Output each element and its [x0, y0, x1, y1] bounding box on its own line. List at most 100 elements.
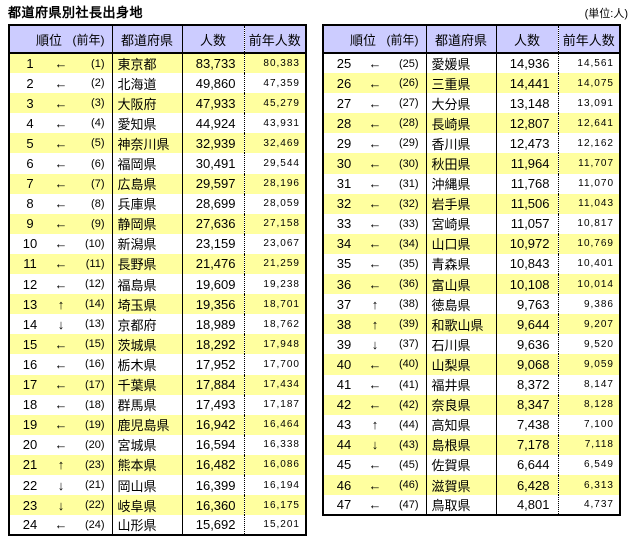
prefecture-name: 兵庫県 — [111, 193, 182, 214]
rank-change-arrow-icon: ← — [54, 216, 68, 232]
col-header-prev-count: 前年人数 — [243, 25, 306, 54]
rank-change-arrow-icon: ↑ — [57, 296, 65, 312]
table-row: 1 ← (1) 東京都 83,733 80,383 — [9, 53, 306, 74]
table-row: 26 ← (26) 三重県 14,441 14,075 — [323, 73, 620, 94]
rank-value: 45 — [336, 457, 352, 473]
prefecture-name: 沖縄県 — [425, 173, 496, 194]
previous-rank: (46) — [398, 479, 419, 492]
prefecture-name: 島根県 — [425, 434, 496, 455]
president-count: 9,763 — [495, 294, 558, 315]
previous-year-count: 43,931 — [243, 113, 306, 134]
rank-cell: 41 ← (41) — [323, 375, 426, 395]
rank-change-arrow-icon: ← — [368, 56, 382, 72]
rank-cell: 47 ← (47) — [323, 495, 426, 515]
rank-cell: 45 ← (45) — [323, 455, 426, 475]
rank-cell: 28 ← (28) — [323, 113, 426, 133]
rank-value: 6 — [26, 156, 34, 172]
prefecture-name: 福井県 — [425, 374, 496, 395]
previous-year-count: 10,401 — [557, 253, 620, 275]
prefecture-name: 高知県 — [425, 414, 496, 435]
prefecture-name: 宮崎県 — [425, 213, 496, 234]
president-count: 7,438 — [495, 414, 558, 435]
previous-year-count: 16,464 — [243, 414, 306, 435]
previous-rank: (35) — [398, 257, 419, 270]
president-count: 16,594 — [181, 434, 244, 455]
table-row: 4 ← (4) 愛知県 44,924 43,931 — [9, 113, 306, 134]
rank-value: 28 — [336, 115, 352, 131]
rank-cell: 25 ← (25) — [323, 53, 426, 73]
rank-change-arrow-icon: ← — [54, 75, 68, 91]
top-bar: 都道府県別社長出身地 (単位:人) — [8, 3, 628, 21]
president-count: 27,636 — [181, 213, 244, 234]
table-row: 6 ← (6) 福岡県 30,491 29,544 — [9, 153, 306, 174]
previous-rank: (32) — [398, 197, 419, 210]
previous-rank: (14) — [84, 298, 105, 311]
president-count: 15,692 — [181, 515, 244, 536]
president-count: 14,441 — [495, 73, 558, 94]
table-row: 39 ↓ (37) 石川県 9,636 9,520 — [323, 334, 620, 355]
president-count: 18,989 — [181, 314, 244, 335]
previous-year-count: 47,359 — [243, 73, 306, 94]
previous-rank: (6) — [91, 157, 105, 170]
prefecture-name: 奈良県 — [425, 394, 496, 415]
prefecture-name: 大阪府 — [111, 93, 182, 114]
previous-rank: (30) — [398, 157, 419, 170]
previous-rank: (24) — [84, 518, 105, 531]
rank-cell: 26 ← (26) — [323, 73, 426, 93]
previous-rank: (12) — [84, 278, 105, 291]
table-row: 5 ← (5) 神奈川県 32,939 32,469 — [9, 133, 306, 154]
table-row: 36 ← (36) 富山県 10,108 10,014 — [323, 274, 620, 295]
previous-rank: (44) — [398, 418, 419, 431]
table-row: 16 ← (16) 栃木県 17,952 17,700 — [9, 354, 306, 375]
president-count: 44,924 — [181, 113, 244, 134]
rank-cell: 13 ↑ (14) — [9, 294, 112, 314]
previous-rank: (40) — [398, 358, 419, 371]
prefecture-name: 鳥取県 — [425, 495, 496, 516]
president-count: 32,939 — [181, 133, 244, 154]
rank-value: 47 — [336, 497, 352, 513]
president-count: 11,057 — [495, 213, 558, 234]
rank-change-arrow-icon: ← — [368, 377, 382, 393]
rank-cell: 5 ← (5) — [9, 133, 112, 153]
president-count: 7,178 — [495, 434, 558, 455]
rank-value: 11 — [23, 256, 37, 272]
president-count: 16,482 — [181, 454, 244, 475]
previous-year-count: 9,207 — [557, 314, 620, 335]
rank-value: 26 — [336, 75, 352, 91]
rank-cell: 18 ← (18) — [9, 395, 112, 415]
rank-change-arrow-icon: ↑ — [371, 316, 379, 332]
table-row: 30 ← (30) 秋田県 11,964 11,707 — [323, 153, 620, 174]
col-header-count: 人数 — [495, 25, 558, 54]
president-count: 47,933 — [181, 93, 244, 114]
ranking-table-left: 順位 (前年) 都道府県 人数 前年人数 1 ← (1) 東京都 83,733 80,38… — [8, 24, 307, 537]
rank-change-arrow-icon: ← — [368, 457, 382, 473]
rank-cell: 4 ← (4) — [9, 113, 112, 133]
rank-value: 20 — [22, 437, 38, 453]
rank-change-arrow-icon: ← — [368, 176, 382, 192]
rank-value: 14 — [22, 316, 38, 332]
prefecture-name: 和歌山県 — [425, 314, 496, 335]
previous-year-count: 8,128 — [557, 394, 620, 415]
previous-year-count: 18,701 — [243, 294, 306, 315]
president-count: 16,360 — [181, 495, 244, 516]
previous-rank: (8) — [91, 197, 105, 210]
table-row: 27 ← (27) 大分県 13,148 13,091 — [323, 93, 620, 114]
rank-change-arrow-icon: ← — [368, 276, 382, 292]
rank-value: 36 — [336, 276, 352, 292]
rank-change-arrow-icon: ← — [54, 256, 68, 272]
rank-value: 35 — [336, 256, 352, 272]
rank-change-arrow-icon: ← — [54, 356, 68, 372]
previous-rank: (11) — [85, 257, 105, 270]
previous-year-count: 7,118 — [557, 434, 620, 455]
rank-change-arrow-icon: ← — [54, 236, 68, 252]
prefecture-name: 埼玉県 — [111, 294, 182, 315]
rank-cell: 6 ← (6) — [9, 153, 112, 173]
president-count: 12,473 — [495, 133, 558, 154]
previous-year-count: 7,100 — [557, 414, 620, 435]
prefecture-name: 秋田県 — [425, 153, 496, 174]
prefecture-name: 山口県 — [425, 233, 496, 254]
rank-change-arrow-icon: ← — [54, 176, 68, 192]
table-row: 11 ← (11) 長野県 21,476 21,259 — [9, 253, 306, 275]
rank-change-arrow-icon: ← — [54, 397, 68, 413]
rank-value: 29 — [336, 135, 352, 151]
